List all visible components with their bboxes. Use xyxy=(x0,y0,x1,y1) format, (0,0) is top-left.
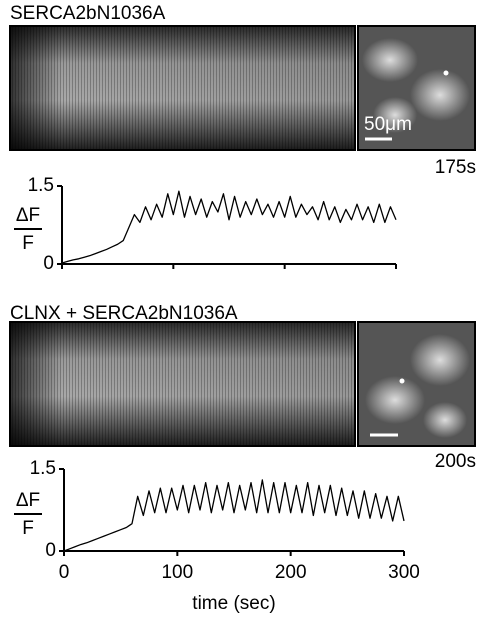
trace xyxy=(63,479,405,552)
y-tick-label: 1.5 xyxy=(30,458,56,479)
micrograph xyxy=(357,25,476,151)
x-tick-label: 0 xyxy=(59,562,70,583)
x-tick-label: 100 xyxy=(161,562,193,583)
time-label: 200s xyxy=(435,451,476,472)
linescan-image xyxy=(9,321,356,447)
panel-label: SERCA2bN1036A xyxy=(10,3,166,24)
micrograph xyxy=(357,321,476,447)
scale-bar-label: 50μm xyxy=(364,114,412,135)
y-tick-label: 0 xyxy=(45,540,56,561)
linescan-image xyxy=(9,25,356,151)
y-label: F xyxy=(22,233,34,254)
time-label: 175s xyxy=(435,157,476,178)
y-label: ΔF xyxy=(16,205,40,226)
y-label: F xyxy=(22,518,34,539)
x-tick-label: 300 xyxy=(388,562,420,583)
x-label: time (sec) xyxy=(192,593,275,614)
trace xyxy=(61,190,397,264)
y-label: ΔF xyxy=(16,490,40,511)
y-tick-label: 0 xyxy=(43,253,54,274)
panel-label: CLNX + SERCA2bN1036A xyxy=(10,303,238,324)
y-tick-label: 1.5 xyxy=(28,175,54,196)
x-tick-label: 200 xyxy=(275,562,307,583)
